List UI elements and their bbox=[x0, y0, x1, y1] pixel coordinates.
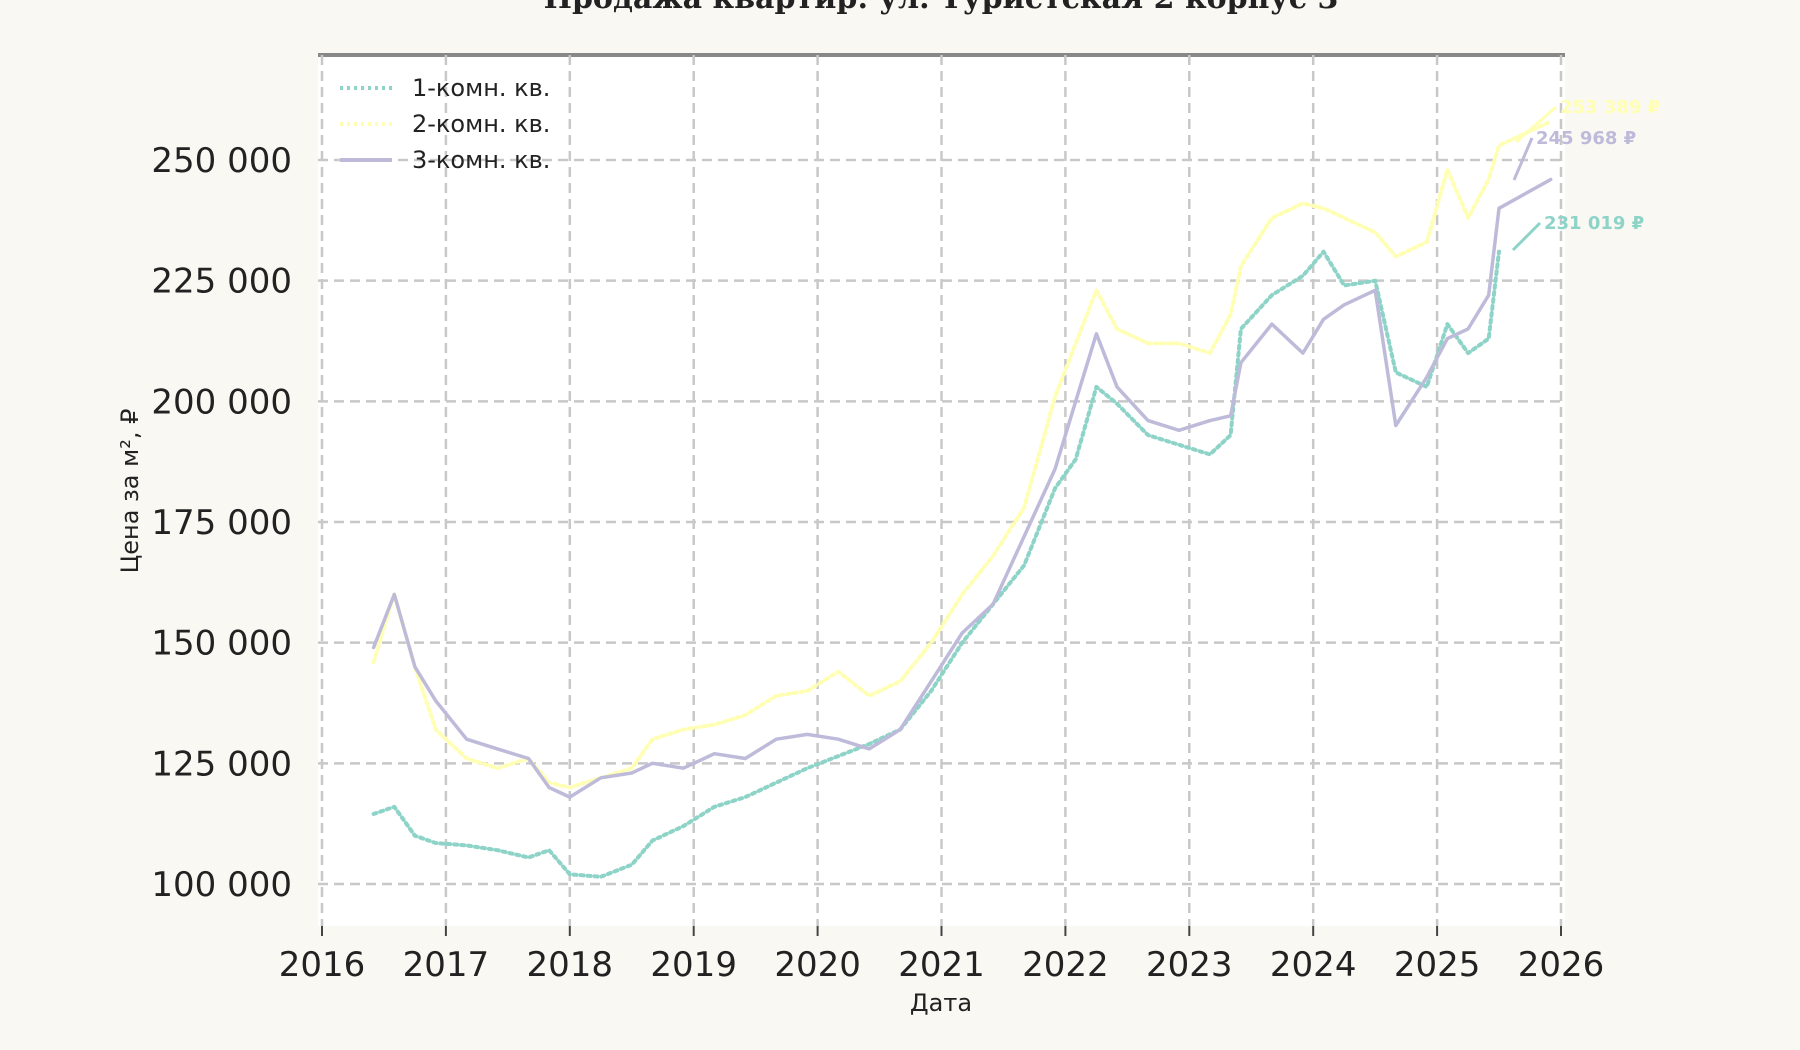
axis-ticks: 2016 2017 2018 2019 2020 2021 2022 2023 2024 2025… bbox=[151, 141, 1604, 985]
legend-label: 2-комн. кв. bbox=[412, 110, 550, 138]
legend-label: 1-комн. кв. bbox=[412, 74, 550, 102]
series-lines bbox=[371, 119, 1553, 879]
series-line-2 bbox=[371, 119, 1553, 790]
x-tick-label: 2026 bbox=[1518, 945, 1605, 985]
annotation-arrow bbox=[1511, 221, 1542, 252]
x-tick-label: 2022 bbox=[1022, 945, 1109, 985]
annotation-label: 231 019 ₽ bbox=[1544, 213, 1644, 234]
series-line-3 bbox=[371, 177, 1553, 799]
x-tick-label: 2018 bbox=[527, 945, 614, 985]
x-axis-label: Дата bbox=[910, 989, 972, 1017]
y-axis-label: Цена за м², ₽ bbox=[116, 409, 144, 574]
chart-title: Продажа квартир: ул. Туристская 2 корпус… bbox=[544, 0, 1339, 16]
legend-label: 3-комн. кв. bbox=[412, 146, 550, 174]
legend: 1-комн. кв. 2-комн. кв. 3-комн. кв. bbox=[340, 74, 550, 174]
annotation-arrow bbox=[1512, 137, 1534, 181]
grid bbox=[318, 55, 1565, 926]
x-tick-label: 2025 bbox=[1394, 945, 1481, 985]
annotation-label: 253 389 ₽ bbox=[1560, 97, 1660, 118]
annotation-arrow bbox=[1515, 105, 1557, 144]
y-tick-label: 225 000 bbox=[151, 262, 292, 302]
x-tick-label: 2021 bbox=[898, 945, 985, 985]
annotation-label: 245 968 ₽ bbox=[1536, 128, 1636, 149]
y-tick-label: 200 000 bbox=[151, 382, 292, 422]
x-tick-label: 2017 bbox=[403, 945, 490, 985]
x-tick-label: 2020 bbox=[774, 945, 861, 985]
y-tick-label: 175 000 bbox=[151, 503, 292, 543]
y-tick-label: 150 000 bbox=[151, 624, 292, 664]
series-line-1 bbox=[371, 249, 1501, 879]
x-tick-label: 2016 bbox=[279, 945, 366, 985]
y-tick-label: 250 000 bbox=[151, 141, 292, 181]
y-tick-label: 125 000 bbox=[151, 744, 292, 784]
annotations: 253 389 ₽ 245 968 ₽ 231 019 ₽ bbox=[1511, 97, 1660, 252]
x-tick-label: 2023 bbox=[1146, 945, 1233, 985]
x-tick-label: 2019 bbox=[650, 945, 737, 985]
y-tick-label: 100 000 bbox=[151, 865, 292, 905]
x-tick-label: 2024 bbox=[1270, 945, 1357, 985]
